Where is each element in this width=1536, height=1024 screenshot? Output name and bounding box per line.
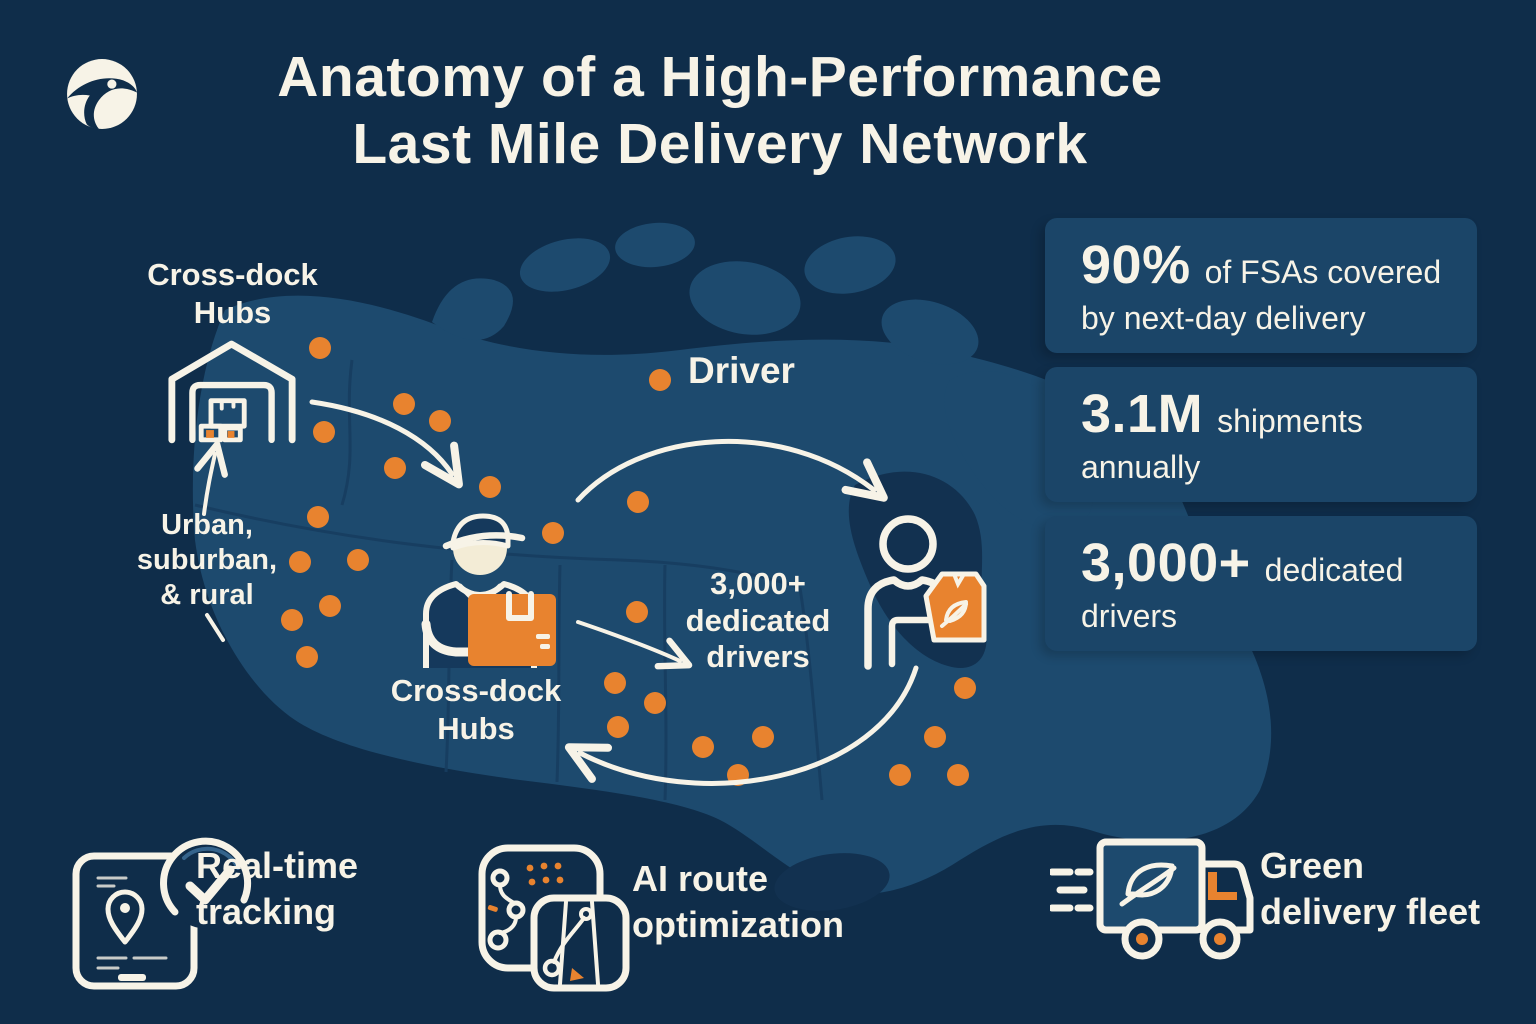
stat-text-line2: by next-day delivery [1081,300,1366,336]
stat-value: 90% [1081,235,1191,295]
customer-with-package-icon [864,515,987,670]
page-title: Anatomy of a High-Performance Last Mile … [150,44,1290,177]
arrow-coverage-to-warehouse [194,441,228,516]
label-dedicated-drivers: 3,000+ dedicated drivers [685,566,831,675]
stat-text: shipments [1217,403,1363,439]
label-cross-dock-hubs-top: Cross-dock Hubs [147,257,318,331]
feature-label-ai-route: AI route optimization [632,858,844,946]
ai-route-icon [478,844,630,992]
realtime-tracking-icon [72,837,252,990]
stat-text: dedicated [1264,552,1404,588]
arrow-warehouse-to-courier [309,399,463,489]
feature-label-realtime-tracking: Real-time tracking [196,845,359,933]
label-cross-dock-hubs-center: Cross-dock Hubs [390,673,562,747]
stat-box-fsa-coverage: 90% of FSAs covered by next-day delivery [1045,218,1477,353]
stat-box-drivers: 3,000+ dedicated drivers [1045,516,1477,651]
brand-logo [67,59,137,129]
stats-panel: 90% of FSAs covered by next-day delivery… [1045,218,1477,651]
arrow-courier-to-driver [575,438,888,503]
stat-text-line2: drivers [1081,598,1178,634]
stat-text-line2: annually [1081,449,1201,485]
stat-value: 3.1M [1081,384,1204,444]
green-fleet-icon [1050,838,1254,960]
arrow-return-to-hub [564,665,919,786]
title-line-2: Last Mile Delivery Network [352,111,1088,176]
label-driver: Driver [688,350,795,391]
title-line-1: Anatomy of a High-Performance [277,45,1163,109]
feature-label-green-fleet: Green delivery fleet [1260,845,1481,933]
stat-value: 3,000+ [1081,533,1251,593]
label-urban-suburban-rural: Urban, suburban, & rural [136,509,278,611]
tick-line [205,613,225,642]
stat-text: of FSAs covered [1204,254,1442,290]
stat-box-shipments: 3.1M shipments annually [1045,367,1477,502]
courier-with-package-icon [421,513,556,668]
warehouse-icon [168,340,296,444]
